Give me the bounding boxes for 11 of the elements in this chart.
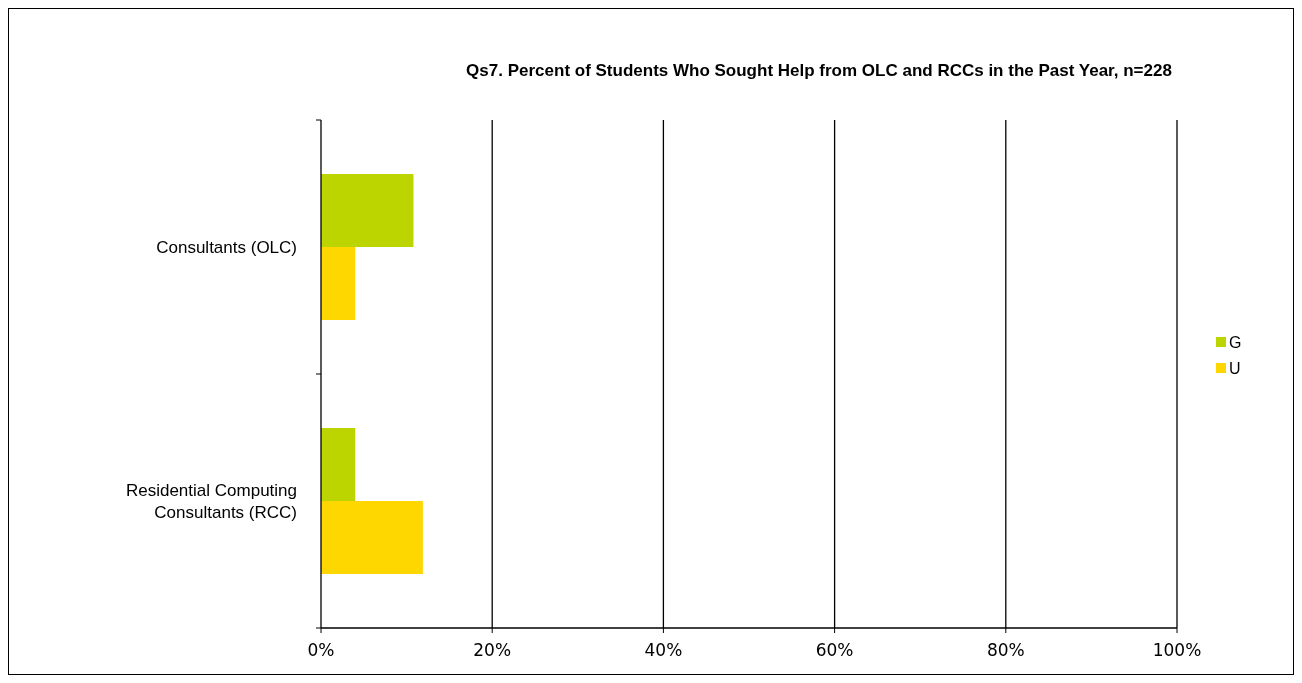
x-tick-label: 80% (986, 640, 1025, 660)
x-tick-label: 0% (307, 640, 335, 660)
chart-title: Qs7. Percent of Students Who Sought Help from OLC and RCCs in the Past Year, n=228 (466, 61, 1172, 80)
x-tick-label: 100% (1152, 640, 1202, 660)
x-tick-label: 40% (644, 640, 683, 660)
legend-label: G (1229, 334, 1242, 351)
y-tick-label: Residential Computing Consultants (RCC) (125, 481, 297, 522)
y-tick-label: Consultants (OLC) (156, 238, 297, 257)
x-tick-label: 20% (473, 640, 512, 660)
x-tick-label: 60% (815, 640, 854, 660)
legend-label: U (1229, 360, 1241, 377)
